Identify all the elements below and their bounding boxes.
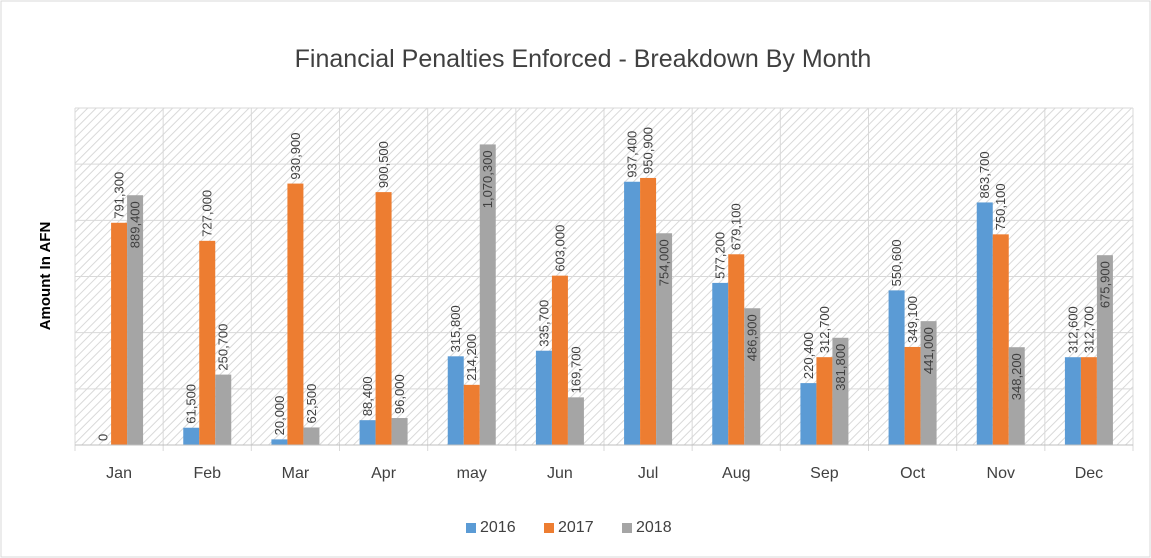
- bar: [199, 240, 216, 445]
- bar: [832, 337, 849, 445]
- data-label: 0: [96, 434, 111, 441]
- data-label: 61,500: [184, 384, 199, 424]
- data-label: 1,070,300: [480, 150, 495, 208]
- bar: [976, 202, 993, 445]
- data-label: 679,100: [729, 203, 744, 250]
- x-tick-label: Jul: [638, 465, 658, 482]
- data-label: 312,600: [1065, 306, 1080, 353]
- data-label: 88,400: [360, 376, 375, 416]
- bar: [744, 308, 761, 445]
- data-label: 603,000: [552, 225, 567, 272]
- bar: [127, 195, 144, 445]
- bar: [375, 192, 392, 445]
- bar: [800, 383, 817, 445]
- data-label: 349,100: [905, 296, 920, 343]
- x-tick-label: Sep: [810, 465, 839, 482]
- data-label: 550,600: [889, 239, 904, 286]
- data-label: 348,200: [1009, 353, 1024, 400]
- data-label: 335,700: [536, 300, 551, 347]
- x-tick-label: Oct: [900, 465, 925, 482]
- bar: [1096, 255, 1113, 445]
- bar: [447, 356, 464, 445]
- x-tick-label: Jan: [106, 465, 132, 482]
- data-label: 791,300: [112, 172, 127, 219]
- legend-label: 2018: [636, 519, 672, 536]
- bar: [391, 418, 408, 445]
- x-tick-label: Dec: [1075, 465, 1103, 482]
- bar: [888, 290, 905, 445]
- bar: [656, 233, 673, 445]
- data-label: 930,900: [288, 133, 303, 180]
- data-label: 937,400: [625, 131, 640, 178]
- data-label: 62,500: [304, 384, 319, 424]
- bar: [479, 144, 496, 446]
- bar: [359, 420, 376, 445]
- y-axis-title: Amount In AFN: [37, 222, 54, 331]
- bar: [624, 181, 641, 445]
- bar: [992, 234, 1009, 445]
- bar: [904, 346, 921, 445]
- bar: [712, 282, 729, 445]
- x-tick-label: Aug: [722, 465, 750, 482]
- bar: [640, 177, 657, 446]
- data-label: 486,900: [745, 314, 760, 361]
- data-label: 315,800: [448, 305, 463, 352]
- data-label: 250,700: [216, 324, 231, 371]
- data-label: 889,400: [128, 201, 143, 248]
- data-label: 754,000: [657, 239, 672, 286]
- bar: [535, 350, 552, 445]
- bar: [287, 183, 304, 445]
- bar: [920, 321, 937, 445]
- data-label: 220,400: [801, 332, 816, 379]
- bar: [728, 254, 745, 445]
- bar: [463, 384, 480, 445]
- data-label: 214,200: [464, 334, 479, 381]
- bar: [567, 397, 584, 445]
- bar: [183, 427, 200, 445]
- legend-swatch: [466, 523, 476, 533]
- data-label: 441,000: [921, 327, 936, 374]
- x-tick-label: Feb: [193, 465, 221, 482]
- data-label: 900,500: [376, 141, 391, 188]
- x-tick-label: Mar: [282, 465, 310, 482]
- data-label: 20,000: [272, 396, 287, 436]
- data-label: 381,800: [833, 344, 848, 391]
- bar: [816, 357, 833, 445]
- legend-swatch: [544, 523, 554, 533]
- bar: [1080, 357, 1097, 445]
- x-tick-label: Apr: [371, 465, 397, 482]
- x-tick-label: may: [457, 465, 487, 482]
- data-label: 312,700: [1081, 306, 1096, 353]
- x-tick-label: Jun: [547, 465, 573, 482]
- data-label: 675,900: [1097, 261, 1112, 308]
- data-label: 577,200: [713, 232, 728, 279]
- data-label: 750,100: [993, 183, 1008, 230]
- chart-title: Financial Penalties Enforced - Breakdown…: [295, 45, 872, 73]
- bar: [303, 427, 320, 445]
- bar: [215, 374, 232, 445]
- legend-swatch: [622, 523, 632, 533]
- bar: [1064, 357, 1081, 445]
- x-tick-label: Nov: [987, 465, 1015, 482]
- bar: [1008, 347, 1025, 445]
- bar: [551, 275, 568, 445]
- bar: [271, 439, 288, 445]
- data-label: 727,000: [200, 190, 215, 237]
- legend-label: 2017: [558, 519, 594, 536]
- data-label: 863,700: [977, 151, 992, 198]
- data-label: 96,000: [392, 374, 407, 414]
- data-label: 950,900: [641, 127, 656, 174]
- legend-label: 2016: [480, 519, 516, 536]
- data-label: 169,700: [568, 346, 583, 393]
- data-label: 312,700: [817, 306, 832, 353]
- bar: [111, 222, 128, 445]
